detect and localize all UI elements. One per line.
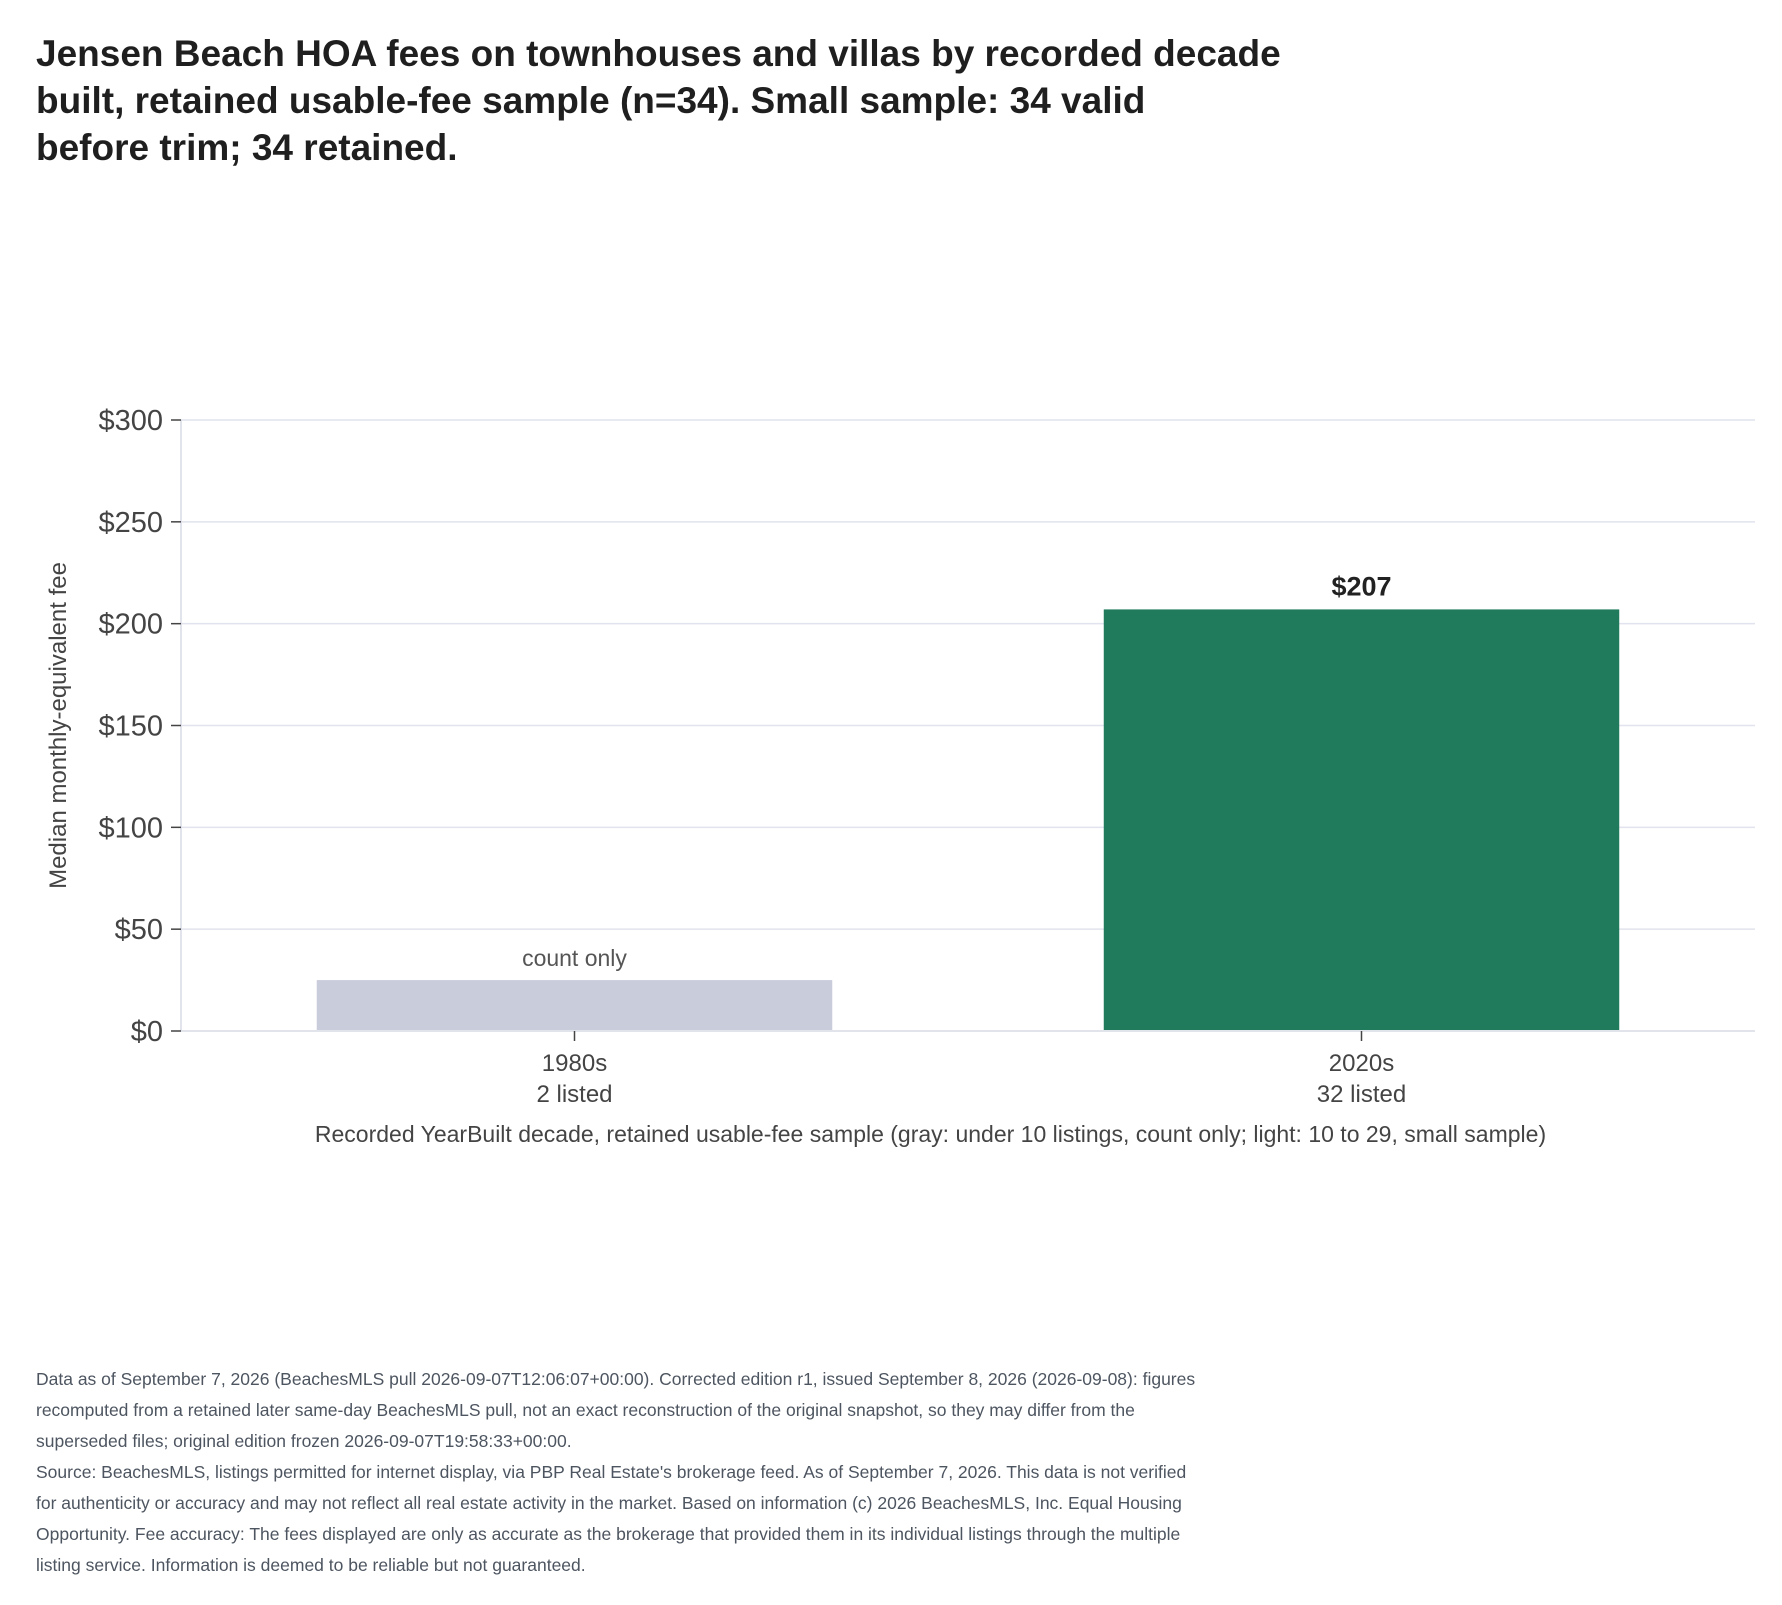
bar-value-label: count only bbox=[522, 945, 627, 971]
footnote-line: Opportunity. Fee accuracy: The fees disp… bbox=[36, 1524, 1181, 1544]
y-tick-label: $200 bbox=[98, 609, 163, 641]
footnote-line: superseded files; original edition froze… bbox=[36, 1431, 572, 1451]
footnote-line: recomputed from a retained later same-da… bbox=[36, 1400, 1135, 1420]
bar bbox=[1103, 609, 1620, 1030]
y-axis-label: Median monthly-equivalent fee bbox=[45, 562, 72, 889]
y-tick-label: $100 bbox=[98, 812, 163, 844]
bar-labels: count only $207 bbox=[522, 571, 1391, 971]
footnote-line: Data as of September 7, 2026 (BeachesMLS… bbox=[36, 1369, 1196, 1389]
footnote-line: Source: BeachesMLS, listings permitted f… bbox=[36, 1462, 1187, 1482]
x-tick-count-label: 32 listed bbox=[1317, 1081, 1406, 1108]
y-tick-label: $250 bbox=[98, 507, 163, 539]
chart-title-line: Jensen Beach HOA fees on townhouses and … bbox=[36, 33, 1281, 74]
chart-title-line: built, retained usable-fee sample (n=34)… bbox=[36, 80, 1146, 121]
x-tick-label: 2020s bbox=[1329, 1050, 1394, 1077]
source-footnote: Data as of September 7, 2026 (BeachesMLS… bbox=[36, 1364, 1396, 1581]
y-tick-label: $150 bbox=[98, 711, 163, 743]
y-tick-label: $300 bbox=[98, 405, 163, 437]
footnote-line: listing service. Information is deemed t… bbox=[36, 1555, 586, 1575]
bar-chart: $0 $50 $100 $150 $200 $250 $300 1980s 2 listed 2… bbox=[45, 405, 1755, 1147]
chart-title: Jensen Beach HOA fees on townhouses and … bbox=[36, 30, 1356, 171]
bars bbox=[316, 609, 1620, 1030]
chart-title-line: before trim; 34 retained. bbox=[36, 127, 458, 168]
bar-value-label: $207 bbox=[1331, 571, 1391, 601]
y-tick-label: $0 bbox=[131, 1016, 163, 1048]
x-tick-count-label: 2 listed bbox=[536, 1081, 612, 1108]
y-axis-ticks: $0 $50 $100 $150 $200 $250 $300 bbox=[98, 405, 181, 1048]
x-tick-label: 1980s bbox=[542, 1050, 607, 1077]
y-tick-label: $50 bbox=[115, 914, 163, 946]
x-axis-label: Recorded YearBuilt decade, retained usab… bbox=[315, 1121, 1546, 1147]
footnote-line: for authenticity or accuracy and may not… bbox=[36, 1493, 1182, 1513]
x-axis-ticks: 1980s 2 listed 2020s 32 listed bbox=[536, 1031, 1406, 1108]
bar bbox=[316, 980, 833, 1030]
